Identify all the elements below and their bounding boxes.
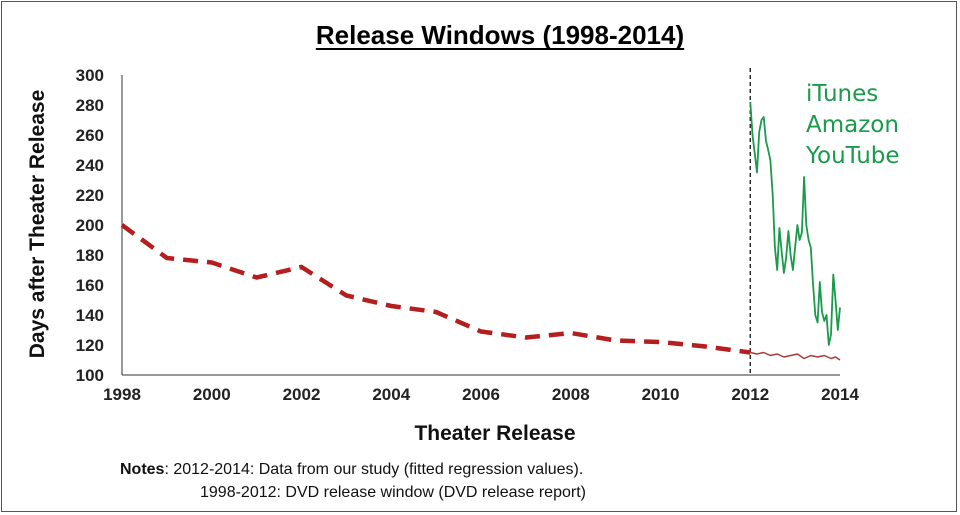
series-line-3	[749, 101, 841, 346]
x-tick-label: 1998	[103, 385, 141, 404]
notes-text-1: : 2012-2014: Data from our study (fitted…	[164, 461, 583, 478]
x-tick-label: 2014	[821, 385, 859, 404]
x-tick-label: 2010	[642, 385, 680, 404]
y-tick-label: 140	[76, 306, 104, 325]
x-tick-label: 2012	[731, 385, 769, 404]
annotation-line: iTunes	[806, 81, 878, 107]
series-line-1	[120, 223, 751, 355]
annotation-layer: iTunes Amazon YouTube	[805, 81, 900, 169]
y-axis-label: Days after Theater Release	[26, 90, 49, 358]
x-tick-label: 2000	[193, 385, 231, 404]
chart-title: Release Windows (1998-2014)	[316, 20, 684, 50]
x-tick-label: 2006	[462, 385, 500, 404]
series-layer	[120, 68, 841, 375]
x-tick-label: 2002	[283, 385, 321, 404]
y-tick-label: 120	[76, 336, 104, 355]
x-tick-labels: 1998 2000 2002 2004 2006 2008 2010 2012 2014	[103, 385, 859, 404]
x-axis-label: Theater Release	[414, 422, 575, 445]
y-tick-label: 100	[76, 366, 104, 385]
y-tick-label: 180	[76, 246, 104, 265]
y-tick-label: 160	[76, 276, 104, 295]
notes-line-2: 1998-2012: DVD release window (DVD relea…	[200, 484, 586, 501]
annotation-line: Amazon	[806, 112, 899, 138]
notes-label: Notes	[120, 461, 165, 478]
y-tick-label: 260	[76, 126, 104, 145]
annotation-line: YouTube	[805, 143, 900, 169]
y-tick-label: 280	[76, 96, 104, 115]
x-tick-label: 2008	[552, 385, 590, 404]
y-tick-label: 240	[76, 156, 104, 175]
x-tick-label: 2004	[372, 385, 410, 404]
y-tick-label: 220	[76, 186, 104, 205]
notes-line-1: Notes: 2012-2014: Data from our study (f…	[120, 461, 583, 478]
y-tick-label: 300	[76, 66, 104, 85]
y-tick-label: 200	[76, 216, 104, 235]
series-line-2	[750, 351, 841, 361]
y-tick-labels: 100 120 140 160 180 200 220 240 260 280 300	[76, 66, 104, 385]
